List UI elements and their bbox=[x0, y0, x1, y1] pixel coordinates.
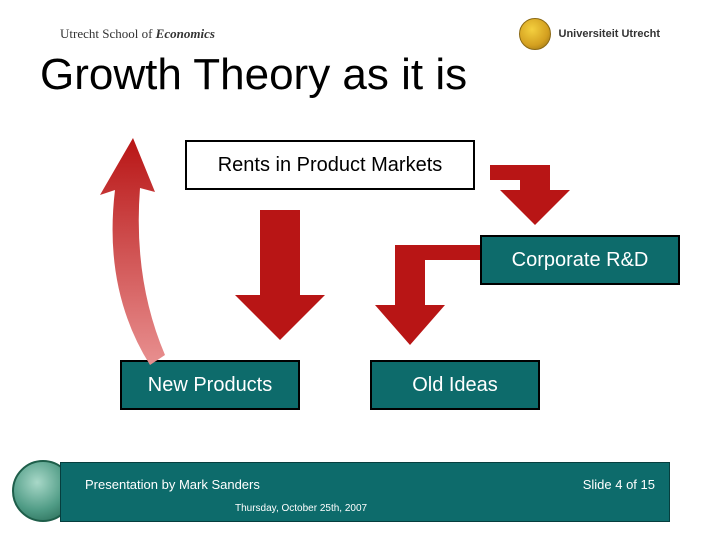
university-block: Universiteit Utrecht bbox=[519, 18, 660, 50]
slide-title: Growth Theory as it is bbox=[40, 50, 467, 100]
footer-presenter: Presentation by Mark Sanders bbox=[85, 477, 260, 492]
school-bold: Economics bbox=[156, 26, 215, 41]
footer-date: Thursday, October 25th, 2007 bbox=[235, 503, 367, 514]
box-rents: Rents in Product Markets bbox=[185, 140, 475, 190]
university-name: Universiteit Utrecht bbox=[559, 28, 660, 40]
school-text: Utrecht School of bbox=[60, 26, 156, 41]
arrow-rents-to-rd bbox=[480, 140, 600, 230]
box-corporate-rd: Corporate R&D bbox=[480, 235, 680, 285]
university-seal-icon bbox=[519, 18, 551, 50]
arrow-new-to-rents bbox=[95, 130, 185, 370]
arrow-center-down bbox=[230, 205, 330, 345]
footer-slide-number: Slide 4 of 15 bbox=[583, 477, 655, 492]
arrow-rd-to-old bbox=[370, 210, 490, 350]
box-old-ideas: Old Ideas bbox=[370, 360, 540, 410]
header: Utrecht School of Economics Universiteit… bbox=[0, 18, 720, 50]
school-name: Utrecht School of Economics bbox=[60, 26, 215, 42]
